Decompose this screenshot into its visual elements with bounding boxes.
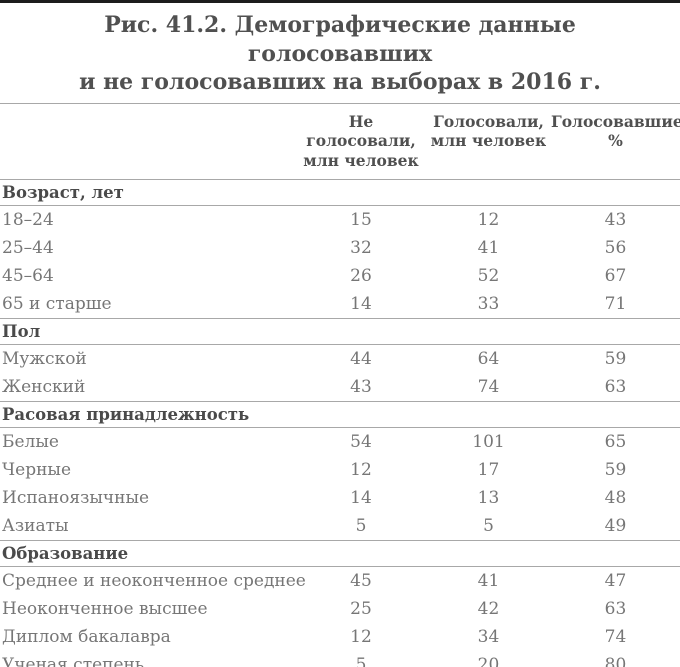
- table-row: 18–24 15 12 43: [0, 206, 680, 234]
- section-header-row: Пол: [0, 318, 680, 346]
- section-header-row: Возраст, лет: [0, 179, 680, 207]
- table-row: Белые 54 101 65: [0, 428, 680, 456]
- row-value: 45: [350, 571, 372, 592]
- table-row: Черные 12 17 59: [0, 456, 680, 484]
- row-label: Диплом бакалавра: [2, 627, 171, 648]
- row-value: 48: [604, 488, 627, 509]
- row-value: 25: [350, 599, 372, 620]
- row-value: 26: [350, 266, 372, 287]
- row-label: Мужской: [2, 349, 87, 370]
- row-value: 14: [350, 488, 372, 509]
- row-value: 13: [477, 488, 500, 509]
- row-value: 41: [477, 571, 500, 592]
- table-row: Диплом бакалавра 12 34 74: [0, 623, 680, 651]
- row-value: 34: [477, 627, 500, 648]
- row-label: Черные: [2, 460, 72, 481]
- row-value: 5: [355, 655, 367, 667]
- row-label: 25–44: [2, 238, 54, 259]
- row-value: 67: [604, 266, 627, 287]
- row-value: 41: [477, 238, 500, 259]
- row-value: 5: [355, 516, 367, 537]
- row-value: 56: [604, 238, 627, 259]
- row-value: 71: [604, 294, 627, 315]
- table-row: Неоконченное высшее 25 42 63: [0, 595, 680, 623]
- row-value: 59: [604, 460, 627, 481]
- row-value: 74: [477, 377, 500, 398]
- row-label: Испаноязычные: [2, 488, 150, 509]
- table-row: Ученая степень 5 20 80: [0, 651, 680, 667]
- column-header-row: Не голосовали, млн человек Голосовали, м…: [0, 104, 680, 180]
- figure-title: Рис. 41.2. Демографические данные голосо…: [0, 3, 680, 104]
- row-label: Среднее и неоконченное среднее: [2, 571, 306, 592]
- row-value: 43: [350, 377, 372, 398]
- section-header-row: Образование: [0, 540, 680, 568]
- section-header-row: Расовая принадлежность: [0, 401, 680, 429]
- row-value: 63: [604, 599, 627, 620]
- row-value: 14: [350, 294, 372, 315]
- column-header-nonvoters: Не голосовали, млн человек: [303, 111, 419, 170]
- row-value: 49: [604, 516, 627, 537]
- row-value: 12: [477, 210, 500, 231]
- row-value: 65: [604, 432, 627, 453]
- row-label: Белые: [2, 432, 59, 453]
- row-label: Женский: [2, 377, 86, 398]
- row-value: 20: [477, 655, 500, 667]
- row-value: 42: [477, 599, 500, 620]
- row-label: Азиаты: [2, 516, 69, 537]
- figure-title-line1: Рис. 41.2. Демографические данные голосо…: [104, 12, 576, 67]
- row-value: 74: [604, 627, 627, 648]
- row-label: 45–64: [2, 266, 54, 287]
- row-value: 47: [604, 571, 627, 592]
- figure-title-line2: и не голосовавших на выборах в 2016 г.: [79, 69, 601, 96]
- row-label: 65 и старше: [2, 294, 112, 315]
- column-header-turnout-pct: Голосовавшие, %: [551, 111, 680, 151]
- table-row: Среднее и неоконченное среднее 45 41 47: [0, 567, 680, 595]
- table-row: Женский 43 74 63: [0, 373, 680, 401]
- table-body: Возраст, лет 18–24 15 12 43 25–44 32 41 56 45–64 2…: [0, 179, 680, 667]
- table-row: 45–64 26 52 67: [0, 262, 680, 290]
- row-value: 43: [604, 210, 627, 231]
- row-value: 12: [350, 460, 372, 481]
- row-value: 80: [604, 655, 627, 667]
- row-value: 12: [350, 627, 372, 648]
- row-value: 33: [477, 294, 500, 315]
- table-row: Мужской 44 64 59: [0, 345, 680, 373]
- table-row: Испаноязычные 14 13 48: [0, 484, 680, 512]
- row-value: 17: [477, 460, 500, 481]
- row-value: 59: [604, 349, 627, 370]
- row-value: 32: [350, 238, 372, 259]
- row-value: 54: [350, 432, 372, 453]
- table-row: 25–44 32 41 56: [0, 234, 680, 262]
- row-value: 15: [350, 210, 372, 231]
- row-value: 101: [472, 432, 505, 453]
- row-label: 18–24: [2, 210, 54, 231]
- column-header-voters: Голосовали, млн человек: [430, 111, 547, 151]
- row-value: 52: [477, 266, 500, 287]
- top-rule: [0, 0, 680, 3]
- row-label: Ученая степень: [2, 655, 145, 667]
- row-value: 5: [483, 516, 494, 537]
- table-row: 65 и старше 14 33 71: [0, 290, 680, 318]
- row-label: Неоконченное высшее: [2, 599, 208, 620]
- row-value: 44: [350, 349, 372, 370]
- table-row: Азиаты 5 5 49: [0, 512, 680, 540]
- row-value: 63: [604, 377, 627, 398]
- row-value: 64: [477, 349, 500, 370]
